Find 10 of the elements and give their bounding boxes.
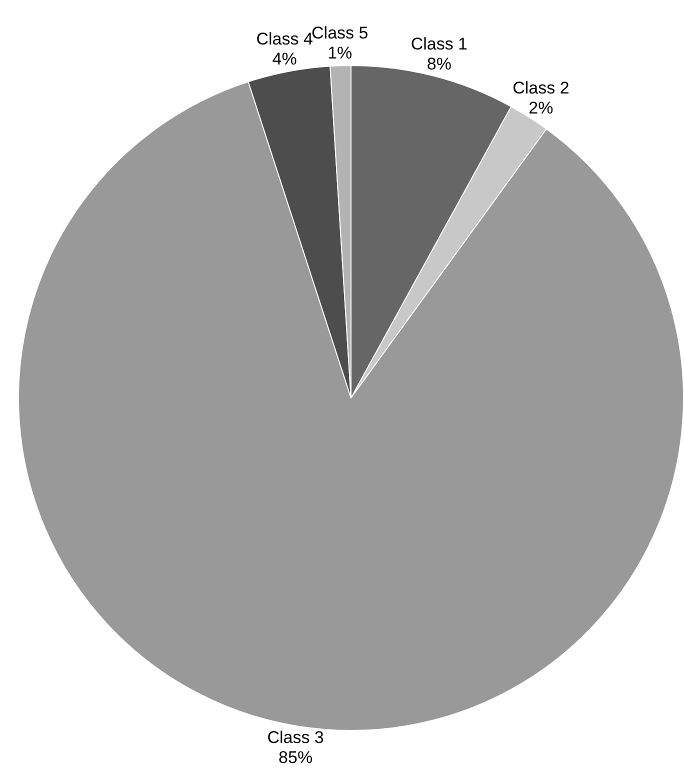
- data-label: 8%: [426, 54, 452, 74]
- data-label: 2%: [528, 98, 554, 118]
- data-label: 4%: [272, 49, 297, 68]
- slice-label: Class 3: [267, 728, 324, 747]
- slice-label: Class 4: [256, 29, 313, 48]
- slice-label: Class 5: [312, 23, 368, 42]
- slice-label: Class 2: [512, 78, 570, 98]
- data-label: 1%: [328, 43, 352, 62]
- data-label: 85%: [278, 748, 313, 767]
- slice-label: Class 1: [410, 34, 468, 54]
